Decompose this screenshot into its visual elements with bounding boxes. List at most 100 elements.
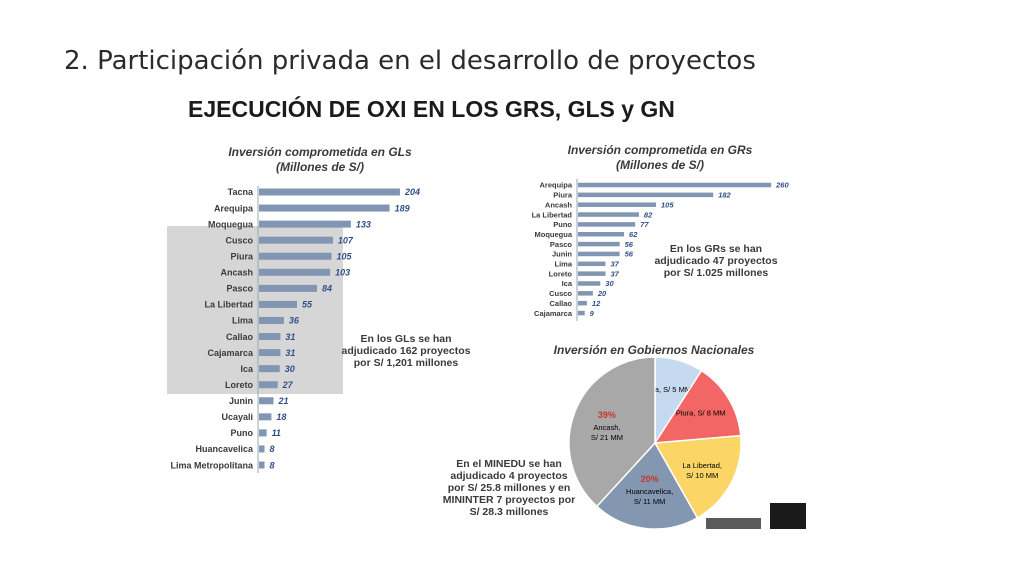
gr-category-label: Pasco	[550, 240, 573, 249]
gn-note-line: MININTER 7 proyectos por	[442, 494, 576, 506]
pie-percent-label: 20%	[641, 474, 659, 484]
gr-bar	[578, 251, 620, 257]
gl-category-label: Junin	[229, 396, 253, 406]
gl-category-label: Pasco	[226, 284, 253, 294]
gr-bar	[578, 271, 606, 276]
decorative-black-box	[770, 503, 806, 529]
gl-category-label: Lima Metropolitana	[170, 460, 254, 470]
pie-slice-label: Piura, S/ 8 MM	[676, 408, 726, 417]
gl-note-line: por S/ 1,201 millones	[353, 357, 459, 369]
gr-value-label: 105	[661, 200, 674, 209]
pie-slice-label: S/ 10 MM	[686, 471, 718, 480]
gl-value-label: 133	[356, 219, 371, 229]
gr-category-label: Ica	[562, 279, 573, 288]
gl-category-label: Cusco	[225, 235, 253, 245]
gl-category-label: La Libertad	[204, 300, 253, 310]
gl-category-label: Tacna	[228, 187, 254, 197]
gl-bar	[259, 268, 331, 276]
pie-slice-label: La Libertad,	[682, 461, 722, 470]
pie-slice	[568, 356, 656, 508]
gr-value-label: 62	[629, 230, 638, 239]
gl-value-label: 18	[276, 412, 286, 422]
gr-category-label: Cajamarca	[534, 309, 573, 318]
gr-value-label: 37	[610, 260, 619, 269]
gl-chart-subtitle-line: (Millones de S/)	[275, 160, 364, 174]
gr-bar	[578, 212, 639, 217]
slide-title: 2. Participación privada en el desarroll…	[64, 46, 756, 76]
gr-chart-subtitle-line: (Millones de S/)	[615, 158, 704, 172]
section-heading: EJECUCIÓN DE OXI EN LOS GRS, GLS y GN	[188, 96, 675, 122]
pie-slice	[653, 434, 742, 519]
gl-value-label: 27	[282, 380, 294, 390]
gl-bar	[259, 188, 400, 196]
gr-bar	[578, 241, 620, 247]
gl-category-label: Callao	[226, 332, 254, 342]
pie-slice-label: S/ 11 MM	[634, 497, 666, 506]
gl-value-label: 105	[337, 251, 353, 261]
gr-bar	[578, 281, 601, 286]
gr-category-label: Moquegua	[535, 230, 573, 239]
gl-bar	[259, 300, 297, 308]
gl-bar	[259, 333, 281, 341]
gr-bar	[578, 182, 772, 188]
gl-bar	[259, 220, 351, 228]
gl-bar	[259, 204, 390, 212]
gl-category-label: Lima	[232, 316, 254, 326]
gr-value-label: 37	[610, 269, 619, 278]
gl-value-label: 8	[270, 444, 275, 454]
gl-value-label: 204	[404, 187, 420, 197]
gl-category-label: Piura	[230, 251, 254, 261]
gl-value-label: 55	[302, 300, 313, 310]
gr-value-label: 77	[640, 220, 649, 229]
gr-value-label: 20	[597, 289, 607, 298]
gl-value-label: 107	[338, 235, 354, 245]
gl-bar	[259, 365, 280, 373]
gr-category-label: Piura	[553, 191, 573, 200]
gr-bar	[578, 310, 585, 316]
gr-category-label: Arequipa	[539, 181, 572, 190]
gn-note-line: por S/ 25.8 millones y en	[447, 482, 571, 494]
gn-note-line: adjudicado 4 proyectos	[450, 470, 568, 482]
gl-value-label: 31	[285, 332, 295, 342]
gl-bar	[259, 349, 281, 357]
gr-category-label: La Libertad	[532, 210, 573, 219]
gl-category-label: Huancavelica	[195, 444, 254, 454]
gl-value-label: 103	[335, 268, 350, 278]
gn-summary-note: En el MINEDU se han adjudicado 4 proyect…	[440, 458, 578, 518]
gr-value-label: 9	[590, 309, 595, 318]
gl-bar	[259, 429, 267, 437]
gr-value-label: 182	[718, 191, 731, 200]
gl-category-label: Ucayali	[221, 412, 253, 422]
gl-value-label: 30	[285, 364, 295, 374]
pie-slice-label: Ica, S/ 5 MM	[649, 385, 691, 394]
gr-bar	[578, 300, 587, 306]
gr-bar	[578, 291, 593, 296]
pie-percent-label: 39%	[598, 410, 616, 420]
gl-value-label: 84	[322, 284, 332, 294]
pie-slice-label: S/ 21 MM	[591, 433, 623, 442]
pie-slice	[595, 441, 699, 530]
gr-category-label: Callao	[549, 299, 572, 308]
gr-bar	[578, 261, 606, 267]
gr-bar	[578, 222, 636, 227]
gr-category-label: Puno	[553, 220, 572, 229]
gl-category-label: Arequipa	[214, 203, 254, 213]
gl-chart-title: Inversión comprometida en GLs (Millones …	[200, 145, 440, 175]
gl-bar	[259, 381, 278, 389]
gr-chart-title: Inversión comprometida en GRs (Millones …	[560, 143, 760, 173]
gl-bar	[259, 316, 284, 324]
gr-category-label: Loreto	[549, 269, 573, 278]
gl-bar	[259, 445, 265, 453]
gr-category-label: Cusco	[549, 289, 572, 298]
gn-chart-title: Inversión en Gobiernos Nacionales	[553, 343, 755, 357]
gr-summary-note: En los GRs se han adjudicado 47 proyecto…	[646, 243, 786, 279]
gr-value-label: 12	[592, 299, 601, 308]
gl-category-label: Loreto	[225, 380, 254, 390]
gr-chart-title-line: Inversión comprometida en GRs	[567, 143, 753, 157]
gl-bar	[259, 284, 318, 292]
gl-bar	[259, 461, 265, 469]
gr-bar	[578, 232, 625, 237]
gr-note-line: por S/ 1.025 millones	[663, 267, 769, 279]
